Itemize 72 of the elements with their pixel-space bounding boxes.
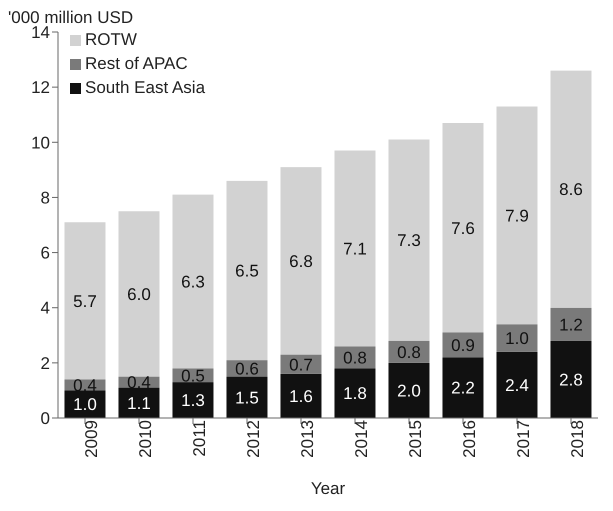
data-label: 6.0: [127, 284, 151, 304]
y-tick-label: 2: [40, 354, 50, 373]
data-label: 2.4: [505, 376, 529, 395]
data-label: 1.3: [181, 391, 205, 410]
x-tick-label: 2017: [514, 420, 534, 458]
bar: [64, 222, 106, 380]
bar: [496, 324, 538, 352]
bar: [388, 140, 430, 341]
x-tick-label: 2013: [298, 420, 318, 458]
y-tick-label: 0: [40, 409, 50, 428]
data-label: 0.9: [451, 336, 475, 355]
x-tick-label: 2011: [190, 420, 210, 457]
x-axis-title: Year: [310, 479, 346, 498]
data-label: 7.9: [505, 206, 529, 226]
bar: [334, 150, 376, 346]
data-label: 1.0: [505, 329, 529, 348]
data-label: 1.6: [289, 386, 313, 406]
data-label: 1.8: [343, 384, 367, 404]
y-tick-label: 4: [40, 298, 50, 318]
y-tick-label: 12: [31, 78, 50, 98]
data-label: 6.3: [181, 272, 205, 292]
legend-label: South East Asia: [85, 77, 206, 99]
bar: [280, 374, 322, 418]
data-label: 0.5: [181, 366, 205, 386]
data-label: 0.8: [343, 348, 367, 368]
data-label: 0.8: [397, 342, 421, 362]
data-label: 2.8: [559, 370, 583, 390]
bar: [550, 340, 592, 418]
legend-label: Rest of APAC: [85, 53, 188, 75]
data-label: 2.2: [451, 378, 475, 398]
data-label: 7.1: [343, 239, 367, 258]
bar: [442, 357, 484, 418]
bar: [226, 180, 268, 360]
data-label: 0.4: [73, 376, 97, 395]
x-tick-label: 2010: [136, 420, 156, 458]
x-tick-label: 2018: [568, 420, 588, 458]
data-label: 7.6: [451, 218, 475, 238]
data-label: 6.8: [289, 252, 313, 271]
x-tick-label: 2016: [460, 420, 480, 458]
y-tick-label: 8: [40, 188, 50, 208]
bar: [550, 308, 592, 341]
data-label: 1.0: [73, 395, 97, 414]
data-label: 1.1: [127, 394, 151, 413]
data-label: 5.7: [73, 292, 97, 311]
bar: [118, 388, 160, 418]
bar: [496, 106, 538, 324]
data-label: 0.4: [127, 373, 151, 392]
bar: [172, 382, 214, 418]
bar: [280, 167, 322, 355]
bar: [496, 352, 538, 418]
data-label: 7.3: [397, 231, 421, 250]
data-label: 2.0: [397, 381, 421, 400]
x-tick-label: 2014: [352, 420, 372, 458]
bar: [388, 362, 430, 418]
bar: [226, 376, 268, 418]
data-label: 1.5: [235, 388, 259, 408]
bar: [172, 194, 214, 368]
y-tick-label: 10: [31, 133, 50, 152]
data-label: 1.2: [559, 315, 583, 334]
x-tick-label: 2009: [82, 420, 102, 458]
x-tick-label: 2012: [244, 420, 264, 458]
y-tick-label: 6: [40, 244, 50, 263]
data-label: 0.6: [235, 359, 259, 378]
data-label: 8.6: [559, 180, 583, 200]
bar: [442, 122, 484, 333]
bar: [550, 70, 592, 308]
data-label: 0.7: [289, 355, 313, 374]
bar: [118, 211, 160, 377]
data-label: 6.5: [235, 262, 259, 281]
x-tick-label: 2015: [406, 420, 426, 458]
bar: [334, 368, 376, 418]
legend-label: ROTW: [85, 29, 137, 51]
